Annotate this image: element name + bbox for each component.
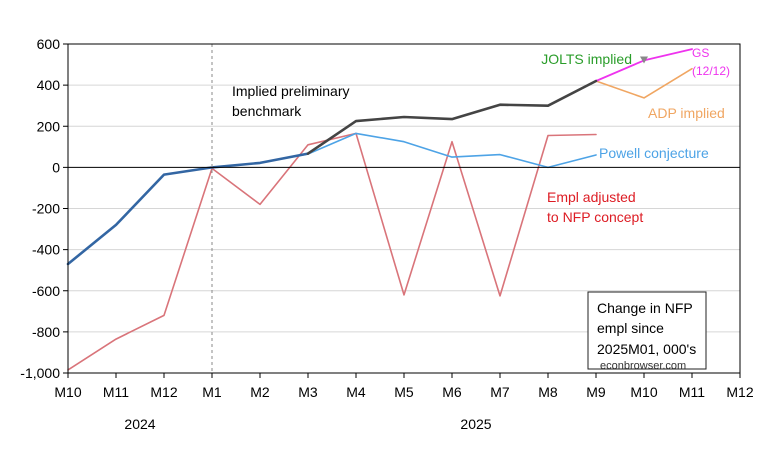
annotation-line-1: Change in NFP bbox=[597, 300, 693, 316]
y-tick-label: -400 bbox=[32, 242, 60, 258]
x-tick-label: M8 bbox=[538, 384, 558, 400]
series-label-implied-benchmark: Implied preliminary bbox=[232, 83, 349, 99]
x-tick-label: M7 bbox=[490, 384, 510, 400]
series-label-adp-implied: ADP implied bbox=[648, 105, 725, 121]
x-tick-label: M11 bbox=[103, 384, 129, 400]
annotation-box-frame bbox=[587, 291, 707, 370]
annotation-box: Change in NFP empl since 2025M01, 000's … bbox=[587, 291, 707, 372]
series-line-benchmark-history bbox=[66, 152, 310, 266]
series-label-empl-adjusted: Empl adjusted bbox=[547, 189, 636, 205]
y-tick-label: 200 bbox=[37, 118, 61, 134]
year-label: 2024 bbox=[124, 416, 155, 432]
y-tick-label: 600 bbox=[37, 36, 61, 52]
year-label: 2025 bbox=[460, 416, 491, 432]
series-label-implied-benchmark: benchmark bbox=[232, 103, 302, 119]
axes: -1,000 -800 -600 -400 -200 0 200 400 600 M10 M11 M1… bbox=[20, 36, 754, 432]
series-label-gs-forecast: GS bbox=[692, 46, 709, 60]
annotation-line-3: 2025M01, 000's bbox=[597, 341, 696, 357]
y-tick-label: 400 bbox=[37, 77, 61, 93]
x-tick-label: M11 bbox=[679, 384, 705, 400]
x-tick-label: M1 bbox=[202, 384, 222, 400]
series-label-gs-forecast: (12/12) bbox=[692, 64, 730, 78]
x-tick-label: M4 bbox=[346, 384, 366, 400]
y-tick-label: -800 bbox=[32, 324, 60, 340]
x-tick-label: M10 bbox=[630, 384, 657, 400]
x-tick-label: M2 bbox=[250, 384, 270, 400]
y-tick-label: 0 bbox=[52, 159, 60, 175]
series-label-powell-conjecture: Powell conjecture bbox=[599, 145, 709, 161]
series-labels: Implied preliminary benchmark JOLTS implie… bbox=[232, 46, 730, 225]
watermark: econbrowser.com bbox=[600, 360, 686, 372]
x-tick-label: M9 bbox=[586, 384, 606, 400]
x-tick-label: M10 bbox=[54, 384, 81, 400]
series-label-empl-adjusted: to NFP concept bbox=[547, 209, 643, 225]
series-line-empl-adjusted bbox=[67, 132, 597, 371]
x-tick-label: M12 bbox=[150, 384, 177, 400]
series-line-adp-implied bbox=[595, 67, 693, 99]
x-tick-label: M5 bbox=[394, 384, 414, 400]
y-tick-label: -200 bbox=[32, 201, 60, 217]
y-tick-label: -600 bbox=[32, 283, 60, 299]
annotation-line-2: empl since bbox=[597, 320, 664, 336]
series-label-jolts-implied: JOLTS implied bbox=[541, 51, 632, 67]
y-tick-label: -1,000 bbox=[20, 365, 60, 381]
x-tick-label: M3 bbox=[298, 384, 318, 400]
x-tick-label: M6 bbox=[442, 384, 462, 400]
series-group bbox=[66, 48, 693, 371]
x-tick-label: M12 bbox=[726, 384, 753, 400]
jolts-implied-marker bbox=[640, 56, 648, 64]
series-line-implied-benchmark bbox=[306, 79, 598, 155]
